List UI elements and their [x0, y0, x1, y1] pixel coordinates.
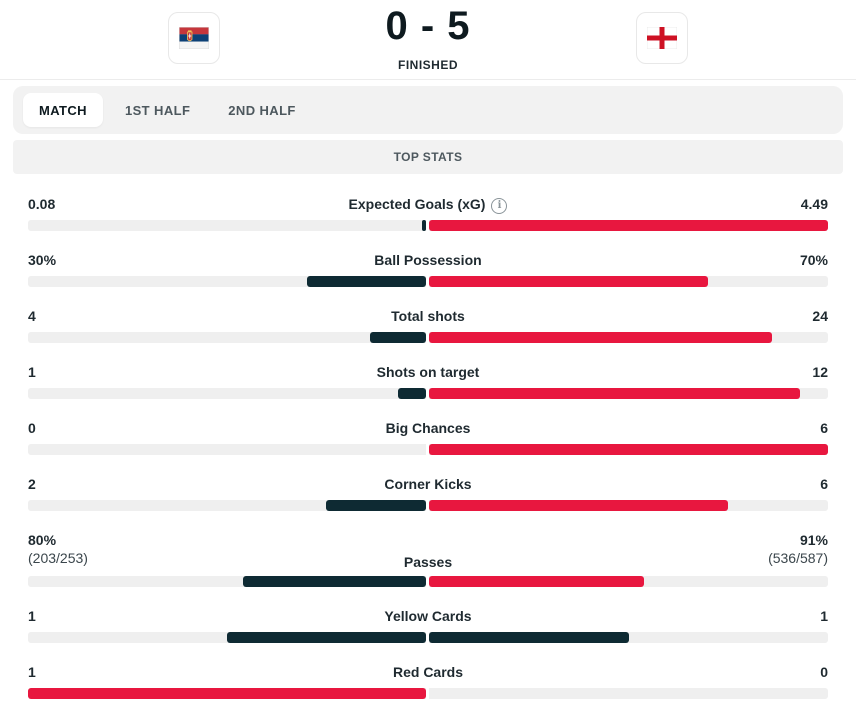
stat-label: Expected Goals (xG) i: [228, 196, 628, 214]
stat-row-red-cards: 1 Red Cards 0: [28, 654, 828, 710]
stat-away-value: 4.49: [800, 196, 828, 212]
stat-away-value: 6: [820, 420, 828, 436]
tab-match[interactable]: MATCH: [23, 93, 103, 127]
stat-bar-home: [422, 220, 426, 231]
stat-home-value: 2: [28, 476, 36, 492]
stat-bar-home: [326, 500, 426, 511]
stat-bar-track-away: [429, 500, 828, 511]
stat-home-value: 0.08: [28, 196, 56, 212]
stat-bar-away: [429, 332, 772, 343]
stats-list: 0.08 Expected Goals (xG) i 4.49 30% Ball …: [28, 186, 828, 710]
stat-label: Total shots: [391, 308, 465, 324]
stat-bar-track-home: [28, 688, 426, 699]
away-team-flag[interactable]: [636, 12, 688, 64]
stat-bar-home: [28, 688, 426, 699]
stat-home-value: 1: [28, 608, 36, 624]
stat-bar-home: [370, 332, 426, 343]
stat-home-subvalue: (203/253): [28, 550, 88, 566]
stat-label-text: Expected Goals (xG): [348, 196, 486, 212]
stat-home-value: 80%: [28, 532, 57, 548]
stat-bar-track-home: [28, 576, 426, 587]
stat-bar-away: [429, 632, 629, 643]
stat-row-passes: 80% (203/253) Passes 91% (536/587): [28, 522, 828, 598]
stat-row-corner-kicks: 2 Corner Kicks 6: [28, 466, 828, 522]
tab-2nd-half[interactable]: 2ND HALF: [228, 102, 296, 118]
stat-bar-track-away: [429, 632, 828, 643]
stat-bar-away: [429, 220, 828, 231]
england-flag-icon: [647, 27, 677, 49]
stat-bar-away: [429, 576, 644, 587]
stat-bar-track-home: [28, 332, 426, 343]
stat-label: Yellow Cards: [384, 608, 472, 624]
stat-row-big-chances: 0 Big Chances 6: [28, 410, 828, 466]
stat-away-value: 6: [820, 476, 828, 492]
stat-label: Corner Kicks: [384, 476, 472, 492]
stat-bar-home: [227, 632, 426, 643]
home-team-flag[interactable]: [168, 12, 220, 64]
stat-row-total-shots: 4 Total shots 24: [28, 298, 828, 354]
stat-bar-away: [429, 276, 708, 287]
stat-bar-away: [429, 500, 728, 511]
stat-row-expected-goals: 0.08 Expected Goals (xG) i 4.49: [28, 186, 828, 242]
stat-row-ball-possession: 30% Ball Possession 70%: [28, 242, 828, 298]
tab-1st-half[interactable]: 1ST HALF: [124, 102, 191, 118]
stat-away-value: 70%: [799, 252, 828, 268]
stat-bar-track-home: [28, 220, 426, 231]
info-icon[interactable]: i: [491, 198, 508, 214]
stat-bar-away: [429, 444, 828, 455]
stat-home-value: 30%: [28, 252, 57, 268]
stat-bar-track-away: [429, 220, 828, 231]
section-title-top-stats: TOP STATS: [13, 140, 843, 174]
stat-label: Passes: [403, 554, 453, 570]
stat-row-shots-on-target: 1 Shots on target 12: [28, 354, 828, 410]
stat-label: Ball Possession: [374, 252, 482, 268]
stat-bar-track-away: [429, 332, 828, 343]
stat-away-value: 24: [812, 308, 828, 324]
stat-bar-away: [429, 388, 800, 399]
stat-away-value: 12: [812, 364, 828, 380]
stat-home-value: 1: [28, 664, 36, 680]
match-header: 0 - 5 FINISHED: [0, 0, 856, 80]
stat-bar-track-home: [28, 632, 426, 643]
stat-label: Shots on target: [376, 364, 480, 380]
stat-home-value: 4: [28, 308, 36, 324]
stat-bar-home: [398, 388, 426, 399]
stat-label: Big Chances: [385, 420, 471, 436]
stat-away-value: 91%: [799, 532, 828, 548]
stat-away-subvalue: (536/587): [768, 550, 828, 566]
stat-bar-track-home: [28, 388, 426, 399]
match-status: FINISHED: [397, 58, 458, 72]
period-tabs: MATCH 1ST HALF 2ND HALF: [13, 86, 843, 134]
stat-bar-track-home: [28, 444, 426, 455]
stat-home-value: 1: [28, 364, 36, 380]
stat-bar-home: [307, 276, 426, 287]
stat-away-value: 1: [820, 608, 828, 624]
stat-home-value: 0: [28, 420, 36, 436]
stat-bar-track-home: [28, 276, 426, 287]
stat-bar-track-away: [429, 444, 828, 455]
stat-bar-track-away: [429, 276, 828, 287]
stat-bar-track-away: [429, 688, 828, 699]
stat-away-value: 0: [820, 664, 828, 680]
match-score: 0 - 5: [385, 4, 471, 48]
stat-bar-track-away: [429, 576, 828, 587]
stat-bar-track-home: [28, 500, 426, 511]
stat-bar-home: [243, 576, 426, 587]
serbia-flag-icon: [179, 27, 209, 49]
stat-row-yellow-cards: 1 Yellow Cards 1: [28, 598, 828, 654]
stat-bar-track-away: [429, 388, 828, 399]
stat-label: Red Cards: [392, 664, 464, 680]
